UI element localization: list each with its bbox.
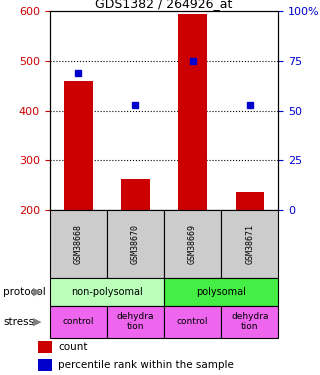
Bar: [38, 359, 52, 371]
Bar: [121, 179, 150, 210]
Text: dehydra
tion: dehydra tion: [117, 312, 154, 331]
Bar: [164, 306, 221, 338]
Text: percentile rank within the sample: percentile rank within the sample: [58, 360, 234, 370]
Bar: [107, 210, 164, 278]
Text: ▶: ▶: [33, 286, 42, 297]
Text: control: control: [62, 317, 94, 326]
Text: stress: stress: [3, 316, 34, 327]
Bar: [236, 192, 264, 210]
Text: dehydra
tion: dehydra tion: [231, 312, 268, 331]
Text: polysomal: polysomal: [196, 286, 246, 297]
Text: ▶: ▶: [33, 316, 42, 327]
Text: GSM38670: GSM38670: [131, 224, 140, 264]
Text: control: control: [177, 317, 208, 326]
Bar: [50, 306, 107, 338]
Text: GSM38669: GSM38669: [188, 224, 197, 264]
Text: protocol: protocol: [3, 286, 46, 297]
Title: GDS1382 / 264926_at: GDS1382 / 264926_at: [95, 0, 233, 10]
Bar: [107, 306, 164, 338]
Bar: [38, 341, 52, 353]
Text: GSM38668: GSM38668: [74, 224, 83, 264]
Bar: [221, 306, 278, 338]
Text: non-polysomal: non-polysomal: [71, 286, 143, 297]
Bar: [164, 278, 278, 306]
Bar: [178, 14, 207, 210]
Bar: [50, 210, 107, 278]
Bar: [64, 81, 92, 210]
Bar: [221, 210, 278, 278]
Text: GSM38671: GSM38671: [245, 224, 254, 264]
Text: count: count: [58, 342, 88, 352]
Bar: [164, 210, 221, 278]
Bar: [50, 278, 164, 306]
